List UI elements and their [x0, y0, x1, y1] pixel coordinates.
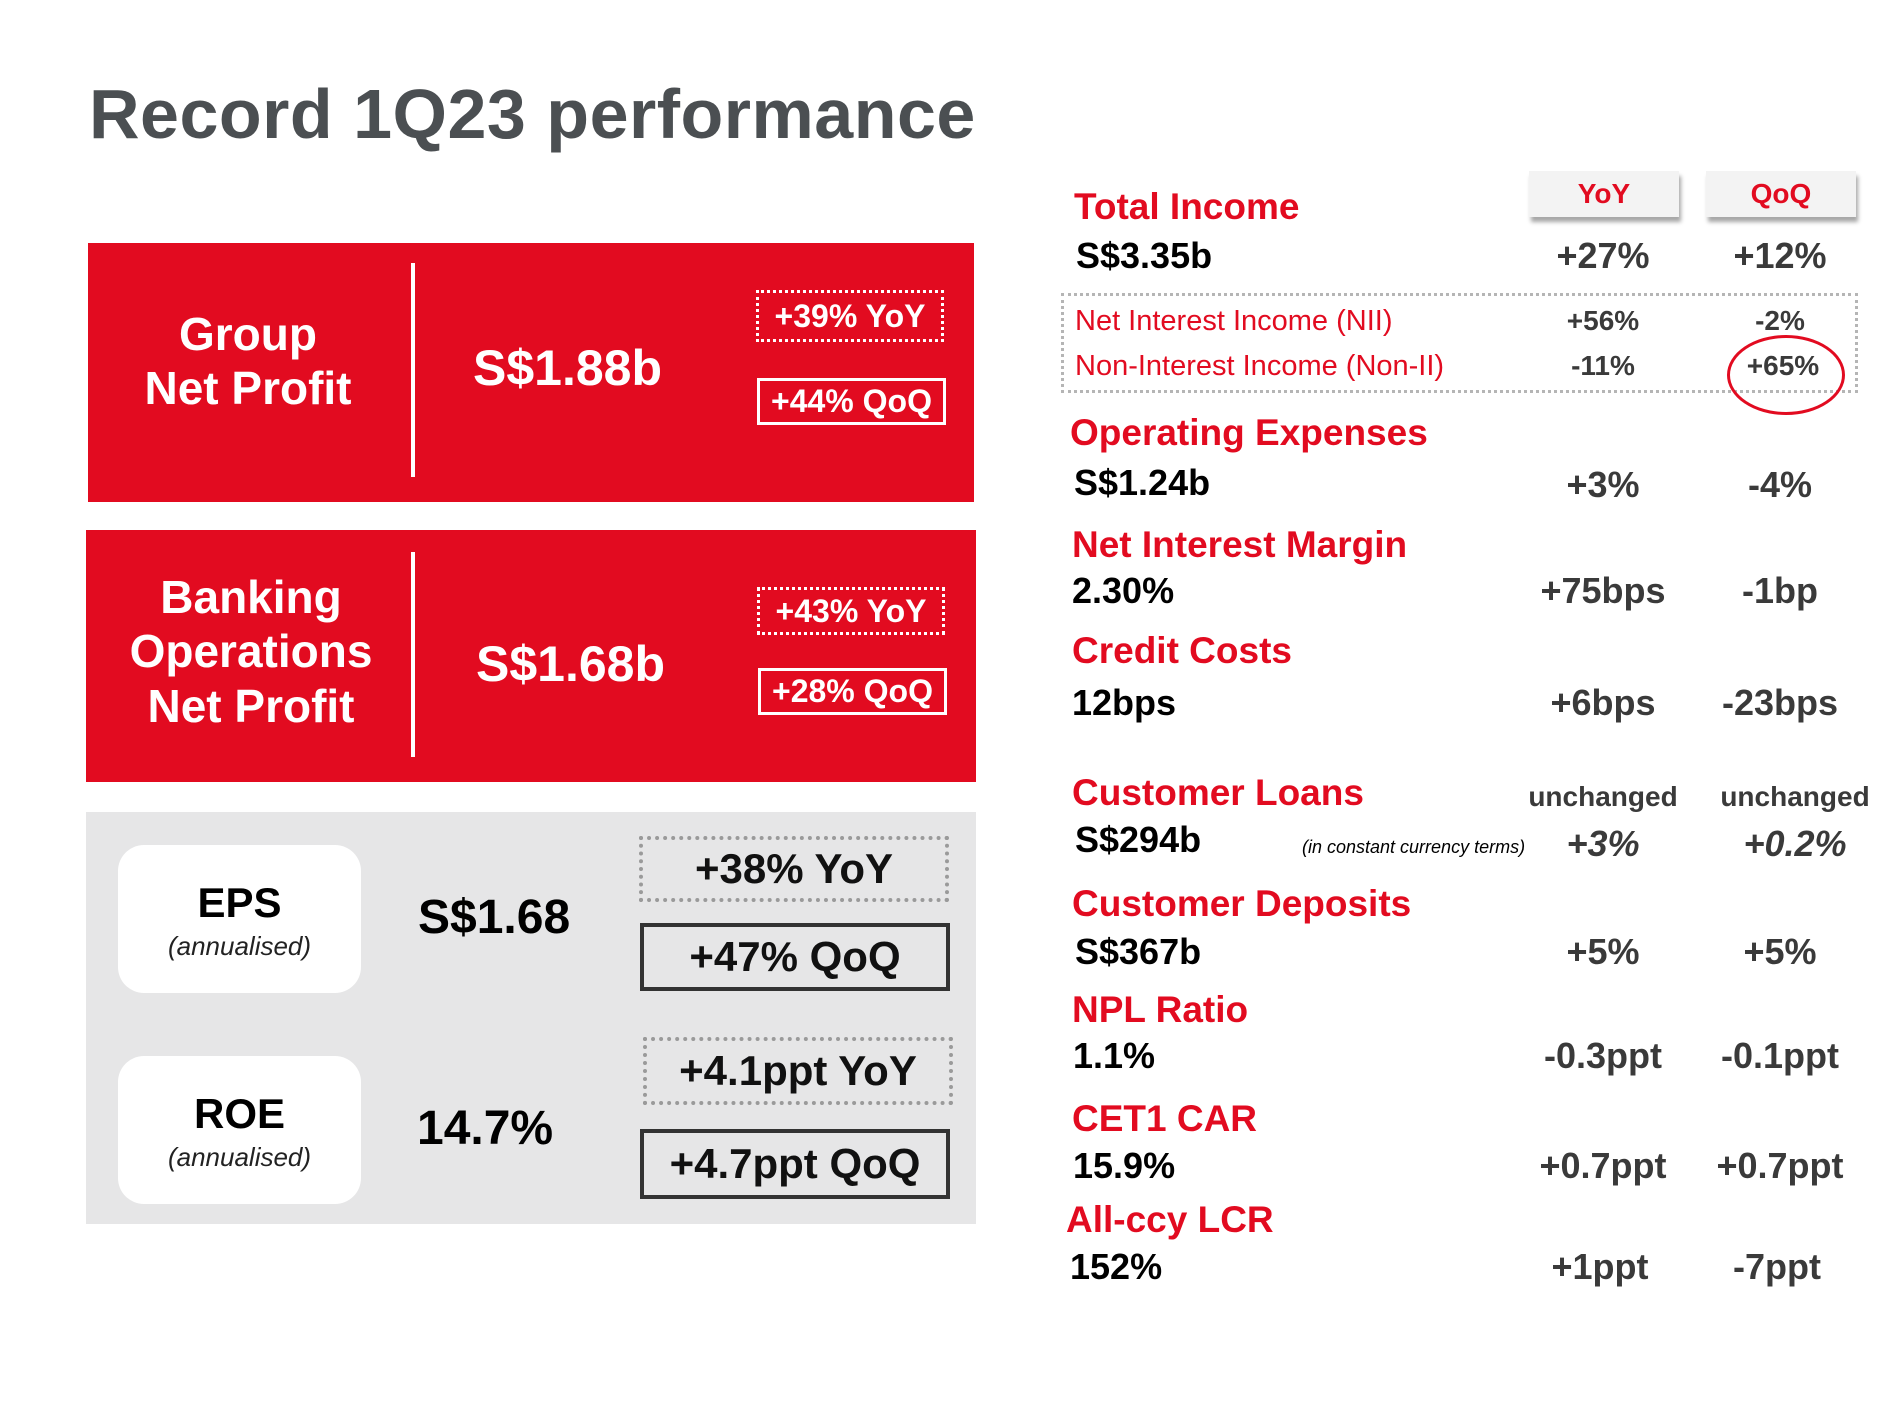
opex-label: Operating Expenses — [1070, 412, 1428, 453]
constant-currency-note: (in constant currency terms) — [1302, 837, 1526, 857]
banking-ops-label: Banking Operations Net Profit — [86, 570, 416, 733]
banking-ops-yoy-badge: +43% YoY — [757, 587, 945, 635]
roe-value: 14.7% — [417, 1102, 554, 1155]
eps-value: S$1.68 — [418, 891, 571, 944]
divider — [411, 263, 415, 477]
customer-loans-label: Customer Loans — [1072, 772, 1364, 813]
banking-ops-label-line2: Operations — [129, 625, 373, 678]
nii-qoq: -2% — [1755, 305, 1805, 336]
total-income-qoq: +12% — [1733, 235, 1827, 276]
nim-label: Net Interest Margin — [1072, 524, 1408, 565]
group-net-profit-yoy-badge: +39% YoY — [756, 290, 944, 342]
credit-costs-label: Credit Costs — [1072, 630, 1292, 671]
nim-value: 2.30% — [1072, 570, 1175, 611]
lcr-qoq: -7ppt — [1733, 1246, 1821, 1287]
eps-yoy-badge: +38% YoY — [639, 836, 949, 902]
roe-yoy-badge: +4.1ppt YoY — [643, 1037, 953, 1105]
lcr-value: 152% — [1070, 1246, 1163, 1287]
nim-qoq: -1bp — [1742, 570, 1818, 611]
group-net-profit-label: Group Net Profit — [88, 307, 408, 416]
banking-ops-qoq-badge: +28% QoQ — [758, 668, 947, 715]
credit-costs-qoq: -23bps — [1721, 682, 1839, 723]
eps-card: EPS (annualised) — [118, 845, 361, 993]
non-ii-yoy: -11% — [1571, 350, 1635, 381]
credit-costs-yoy: +6bps — [1550, 682, 1656, 723]
roe-qoq-badge: +4.7ppt QoQ — [640, 1129, 950, 1199]
group-net-profit-panel: Group Net Profit S$1.88b +39% YoY +44% Q… — [88, 243, 974, 502]
group-net-profit-label-line1: Group — [179, 308, 317, 360]
customer-loans-yoy-unchanged: unchanged — [1528, 781, 1678, 812]
total-income-value: S$3.35b — [1076, 235, 1213, 276]
roe-card: ROE (annualised) — [118, 1056, 361, 1204]
non-ii-label: Non-Interest Income (Non-II) — [1075, 350, 1445, 382]
yoy-header: YoY — [1529, 171, 1679, 217]
group-net-profit-qoq-badge: +44% QoQ — [757, 378, 946, 425]
npl-ratio-label: NPL Ratio — [1072, 989, 1249, 1030]
roe-label: ROE — [193, 1090, 285, 1137]
customer-loans-yoy: +3% — [1566, 823, 1640, 864]
banking-ops-value: S$1.68b — [476, 636, 666, 692]
cet1-car-qoq: +0.7ppt — [1716, 1145, 1844, 1186]
nii-label: Net Interest Income (NII) — [1075, 305, 1393, 337]
customer-loans-value: S$294b — [1075, 819, 1202, 860]
customer-loans-qoq: +0.2% — [1743, 823, 1847, 864]
lcr-yoy: +1ppt — [1551, 1246, 1649, 1287]
highlight-circle — [1727, 335, 1845, 415]
total-income-label: Total Income — [1074, 186, 1300, 227]
npl-ratio-qoq: -0.1ppt — [1720, 1035, 1839, 1076]
qoq-header: QoQ — [1706, 171, 1856, 217]
npl-ratio-value: 1.1% — [1073, 1035, 1156, 1076]
page-title: Record 1Q23 performance — [89, 75, 976, 153]
group-net-profit-value: S$1.88b — [473, 340, 663, 396]
credit-costs-value: 12bps — [1072, 682, 1177, 723]
cet1-car-value: 15.9% — [1073, 1145, 1176, 1186]
eps-label: EPS — [197, 879, 282, 926]
eps-roe-panel: EPS (annualised) S$1.68 +38% YoY +47% Qo… — [86, 812, 976, 1224]
eps-qoq-badge: +47% QoQ — [640, 923, 950, 991]
nii-yoy: +56% — [1566, 305, 1640, 336]
customer-deposits-qoq: +5% — [1743, 931, 1817, 972]
customer-deposits-label: Customer Deposits — [1072, 883, 1412, 924]
roe-sublabel: (annualised) — [167, 1142, 312, 1172]
banking-ops-panel: Banking Operations Net Profit S$1.68b +4… — [86, 530, 976, 782]
opex-qoq: -4% — [1747, 464, 1813, 505]
customer-loans-qoq-unchanged: unchanged — [1720, 781, 1870, 812]
income-breakdown-box — [1061, 293, 1858, 393]
banking-ops-label-line1: Banking — [160, 571, 342, 623]
group-net-profit-label-line2: Net Profit — [144, 362, 352, 415]
nim-yoy: +75bps — [1540, 570, 1666, 611]
cet1-car-label: CET1 CAR — [1072, 1098, 1258, 1139]
opex-value: S$1.24b — [1074, 462, 1211, 503]
lcr-label: All-ccy LCR — [1066, 1199, 1274, 1240]
banking-ops-label-line3: Net Profit — [147, 679, 355, 732]
divider — [411, 552, 415, 757]
cet1-car-yoy: +0.7ppt — [1539, 1145, 1667, 1186]
npl-ratio-yoy: -0.3ppt — [1543, 1035, 1662, 1076]
customer-deposits-yoy: +5% — [1566, 931, 1640, 972]
opex-yoy: +3% — [1566, 464, 1640, 505]
customer-deposits-value: S$367b — [1075, 931, 1202, 972]
total-income-yoy: +27% — [1556, 235, 1650, 276]
eps-sublabel: (annualised) — [167, 931, 312, 961]
